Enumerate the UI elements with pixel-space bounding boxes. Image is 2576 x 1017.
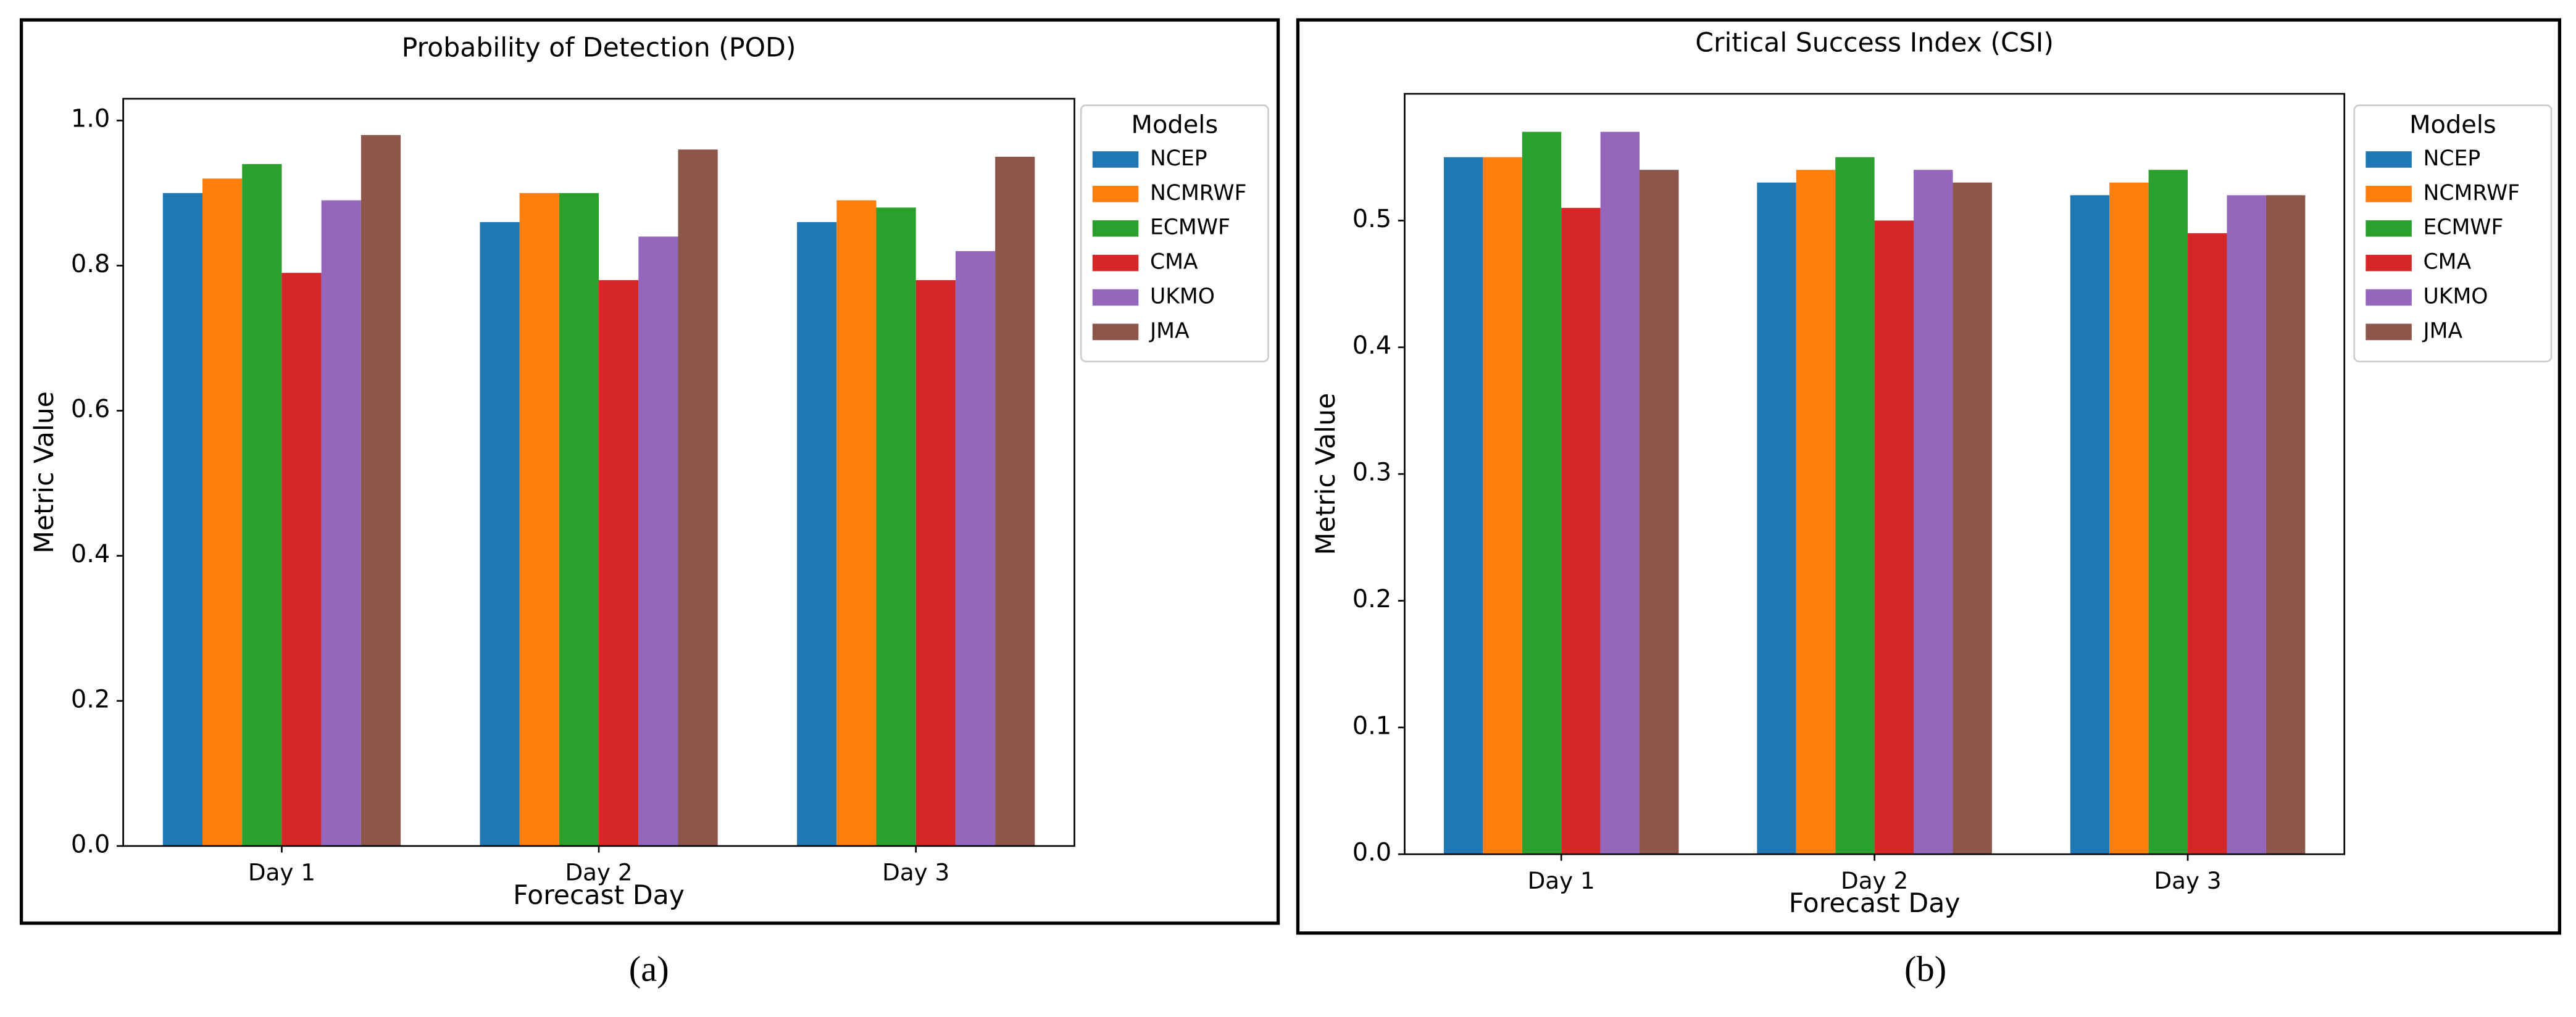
bar [2227, 195, 2266, 855]
bar [678, 149, 718, 846]
legend-label: UKMO [1150, 284, 1215, 309]
bar [2109, 182, 2149, 855]
y-tick-label: 0.8 [71, 250, 110, 278]
bar [559, 193, 599, 846]
legend-swatch [2366, 186, 2412, 202]
x-tick-label: Day 3 [882, 859, 949, 886]
legend-label: NCMRWF [2423, 181, 2520, 205]
legend-swatch [1092, 220, 1139, 237]
bar [1914, 170, 1953, 855]
bar [1953, 182, 1992, 855]
legend-label: NCEP [1150, 146, 1207, 171]
legend-title: Models [1132, 111, 1219, 139]
bar [1600, 131, 1640, 855]
bar [321, 200, 361, 846]
legend-swatch [2366, 254, 2412, 272]
legend-label: ECMWF [1150, 215, 1230, 240]
bar [2148, 170, 2188, 855]
y-tick-label: 0.5 [1353, 205, 1391, 233]
legend-title: Models [2409, 111, 2496, 139]
y-tick-label: 0.0 [1353, 839, 1391, 867]
bar [876, 207, 916, 846]
bar [2070, 195, 2110, 855]
y-axis-label: Metric Value [29, 391, 60, 554]
bar [836, 200, 877, 846]
bar [1483, 157, 1522, 855]
bar [1443, 157, 1483, 855]
y-tick-label: 0.0 [71, 830, 110, 858]
legend-swatch [2366, 151, 2412, 168]
legend-label: JMA [1149, 318, 1190, 343]
y-tick-label: 0.4 [71, 540, 110, 568]
bar [202, 178, 243, 846]
legend-label: CMA [2423, 250, 2471, 275]
y-tick-label: 0.4 [1353, 331, 1391, 360]
bar [162, 193, 203, 846]
bar [480, 222, 520, 846]
y-tick-label: 0.2 [71, 685, 110, 713]
bar [638, 236, 678, 846]
bar [955, 251, 996, 846]
legend-swatch [1092, 289, 1139, 306]
y-axis-label: Metric Value [1311, 393, 1341, 555]
bar [242, 164, 282, 846]
legend-label: CMA [1150, 250, 1198, 275]
bar [1796, 170, 1836, 855]
legend-label: JMA [2422, 318, 2462, 343]
bar [1640, 170, 1679, 855]
caption: (a) [629, 949, 669, 989]
bar [599, 280, 639, 846]
y-tick-label: 0.6 [71, 395, 110, 423]
bar [1561, 207, 1601, 855]
legend-label: ECMWF [2423, 215, 2503, 240]
bar [1874, 220, 1914, 855]
bar [519, 193, 559, 846]
legend-swatch [2366, 289, 2412, 306]
legend-label: UKMO [2423, 284, 2488, 309]
x-tick-label: Day 2 [565, 859, 633, 886]
bar [1757, 182, 1796, 855]
x-tick-label: Day 3 [2154, 867, 2221, 894]
caption: (b) [1904, 949, 1946, 989]
panel-border [19, 18, 1280, 925]
bar [1522, 131, 1562, 855]
legend-label: NCEP [2423, 146, 2480, 171]
x-tick-label: Day 1 [248, 859, 315, 886]
legend-swatch [1092, 254, 1139, 272]
y-tick-label: 1.0 [71, 105, 110, 133]
plot-frame [1404, 93, 2346, 855]
bar [281, 273, 322, 846]
x-axis-label: Forecast Day [1789, 888, 1961, 919]
bar [2188, 233, 2227, 855]
y-tick-label: 0.2 [1353, 585, 1391, 613]
x-tick-label: Day 2 [1841, 867, 1908, 894]
bar [361, 135, 401, 846]
legend-swatch [1092, 323, 1139, 341]
chart-title: Critical Success Index (CSI) [1695, 28, 2054, 59]
legend-swatch [2366, 323, 2412, 341]
x-tick-label: Day 1 [1528, 867, 1595, 894]
chart-title: Probability of Detection (POD) [402, 33, 796, 64]
panel-border [1296, 18, 2562, 935]
bar [2265, 195, 2306, 855]
x-axis-label: Forecast Day [513, 880, 685, 911]
legend-label: NCMRWF [1150, 181, 1247, 205]
legend-swatch [1092, 151, 1139, 168]
bar [995, 157, 1035, 846]
legend-swatch [2366, 220, 2412, 237]
y-tick-label: 0.1 [1353, 712, 1391, 740]
bar [797, 222, 837, 846]
y-tick-label: 0.3 [1353, 459, 1391, 487]
bar [915, 280, 956, 846]
bar [1835, 157, 1875, 855]
legend-swatch [1092, 186, 1139, 202]
plot-frame [122, 98, 1075, 847]
